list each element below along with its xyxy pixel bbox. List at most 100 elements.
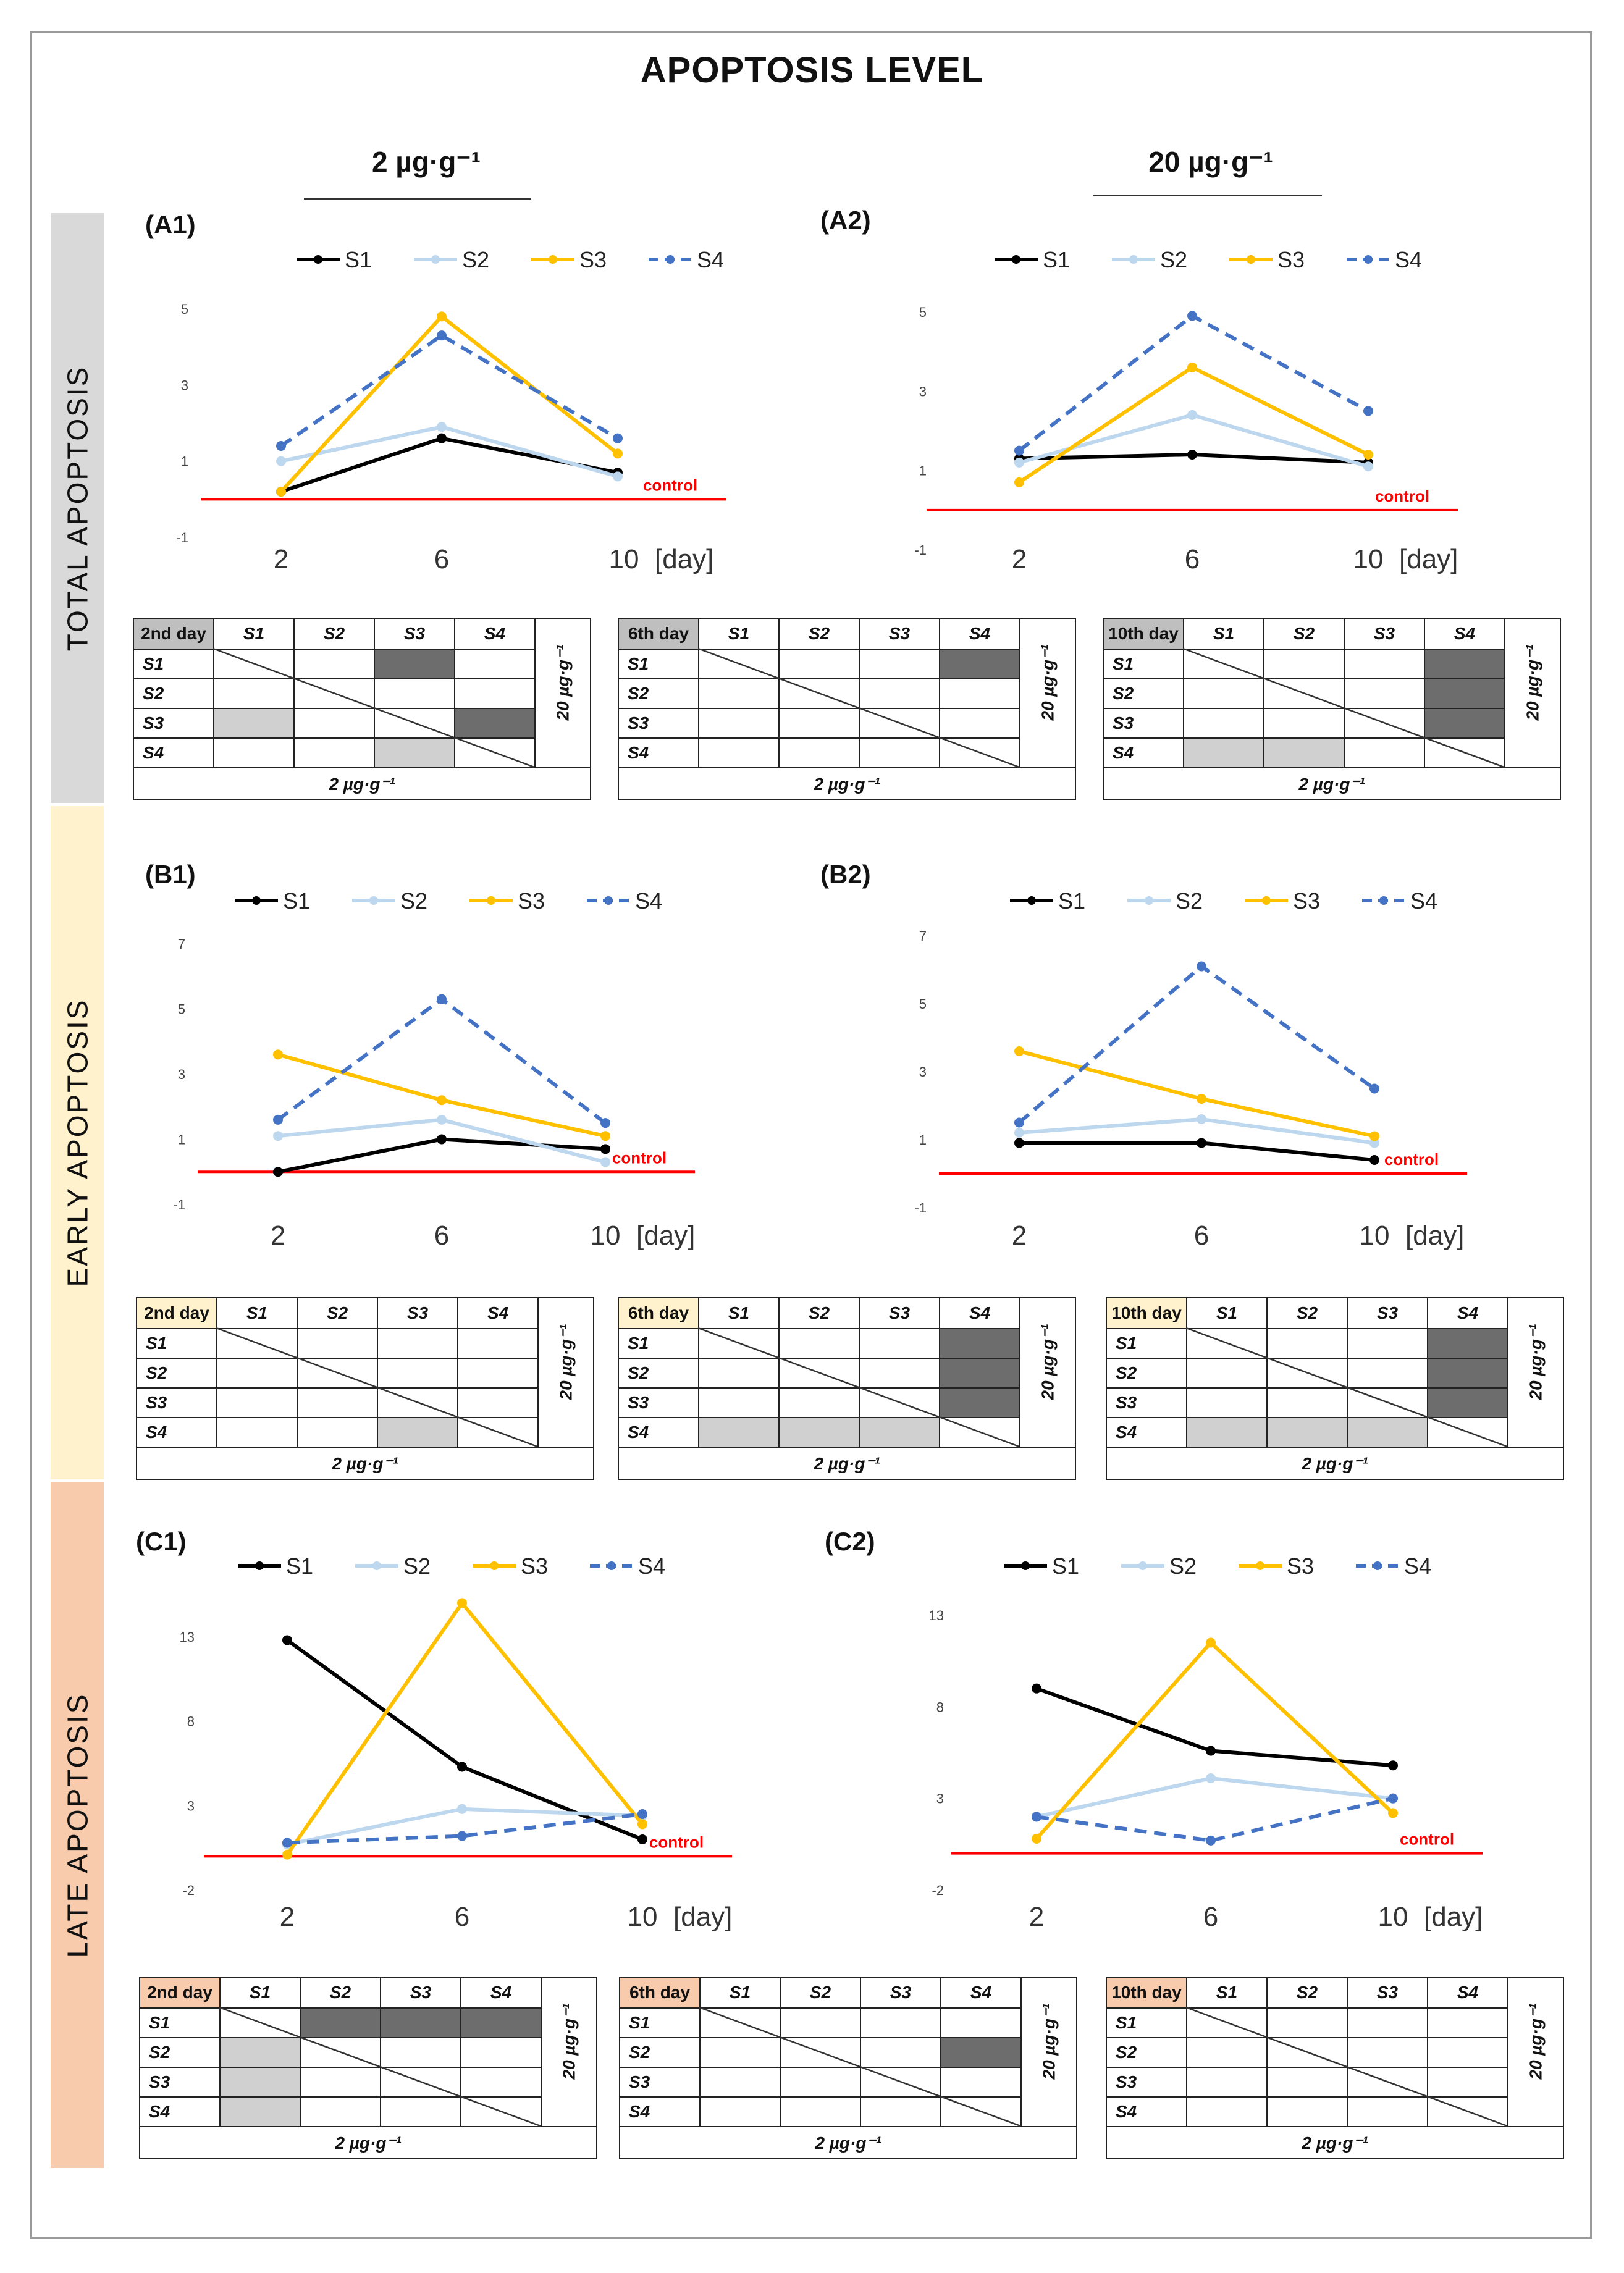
table-cell [1427, 1387, 1508, 1418]
data-point-s4 [282, 1838, 292, 1848]
data-point-s4 [613, 433, 623, 443]
table-row-header: S3 [618, 708, 699, 739]
data-point-s1 [1014, 1138, 1024, 1148]
legend-label-s1: S1 [283, 888, 310, 914]
comparison-table: 10th day S1 S2 S3 S4 20 µg·g⁻¹ S1 S2 S3 S4 2 µg·g⁻… [1106, 1977, 1619, 2159]
table-cell [1266, 2096, 1348, 2127]
table-cell [1263, 737, 1345, 768]
table-cell [460, 2037, 542, 2068]
table-cell [780, 2096, 861, 2127]
y-tick-label: 1 [178, 1132, 185, 1148]
table-cell [860, 2007, 941, 2038]
legend-label-s1: S1 [345, 247, 372, 272]
table-cell [457, 1328, 539, 1359]
legend-label-s1: S1 [1058, 888, 1085, 914]
table-cell [216, 1387, 298, 1418]
table-cell [1347, 1328, 1428, 1359]
table-cell [778, 1387, 860, 1418]
legend-marker-s2 [1145, 896, 1153, 905]
table-cell [1266, 2067, 1348, 2098]
data-point-s3 [1014, 477, 1024, 487]
legend-label-s1: S1 [286, 1553, 313, 1579]
table-col-header: S4 [454, 618, 536, 650]
data-point-s2 [1014, 457, 1024, 468]
table-cell [1427, 1358, 1508, 1389]
table-col-header: S1 [698, 618, 780, 650]
table-cell [699, 2007, 781, 2038]
data-point-s1 [282, 1635, 292, 1645]
comparison-table: 2nd day S1 S2 S3 S4 20 µg·g⁻¹ S1 S2 S3 S4 2 µg·g⁻¹ [139, 1977, 652, 2159]
data-point-s4 [1032, 1812, 1041, 1822]
table-cell [1186, 1387, 1268, 1418]
control-label: control [1384, 1150, 1439, 1169]
table-cell [698, 1417, 780, 1448]
table-row-header: S3 [136, 1387, 217, 1418]
table-cell [1424, 678, 1505, 709]
data-point-s3 [613, 448, 623, 459]
panel-label-a2: (A2) [820, 206, 871, 235]
table-cell [1347, 2067, 1428, 2098]
legend-label-s2: S2 [1176, 888, 1203, 914]
y-tick-label: 5 [919, 305, 927, 320]
data-point-s3 [457, 1598, 467, 1608]
series-line-s1 [1035, 1686, 1394, 1768]
table-cell [1347, 2096, 1428, 2127]
table-cell [939, 1417, 1020, 1448]
table-cell [859, 1417, 940, 1448]
table-cell [1186, 1417, 1268, 1448]
y-tick-label: 3 [936, 1791, 944, 1807]
table-row-header: S3 [1106, 1387, 1187, 1418]
table-cell [1344, 708, 1425, 739]
table-cell [1266, 1387, 1348, 1418]
table-footer-dose-label: 2 µg·g⁻¹ [133, 767, 591, 800]
table-cell [698, 737, 780, 768]
table-col-header: S2 [300, 1977, 381, 2009]
table-cell [939, 1328, 1020, 1359]
table-cell [377, 1417, 458, 1448]
table-row-header: S4 [133, 737, 214, 768]
legend-label-s4: S4 [635, 888, 662, 914]
table-cell [939, 708, 1020, 739]
table-cell [293, 708, 375, 739]
data-point-s4 [1369, 1083, 1379, 1094]
table-row-header: S1 [1103, 649, 1184, 679]
legend-marker-s1 [252, 896, 261, 905]
legend-label-s1: S1 [1043, 247, 1070, 272]
data-point-s3 [1206, 1637, 1216, 1648]
table-cell [216, 1417, 298, 1448]
table-cell [300, 2067, 381, 2098]
table-row-header: S3 [133, 708, 214, 739]
table-side-dose-label: 20 µg·g⁻¹ [1507, 1977, 1564, 2127]
data-point-s4 [1363, 406, 1373, 416]
table-cell [219, 2067, 301, 2098]
table-cell [460, 2007, 542, 2038]
table-cell [778, 1358, 860, 1389]
table-col-header: S2 [1266, 1297, 1348, 1329]
table-col-header: S2 [780, 1977, 861, 2009]
data-point-s3 [1388, 1808, 1398, 1818]
panel-label-c2: (C2) [825, 1527, 875, 1556]
table-col-header: S3 [1344, 618, 1425, 650]
legend-label-s3: S3 [579, 247, 607, 272]
y-tick-label: 3 [187, 1798, 195, 1813]
table-cell [859, 737, 940, 768]
control-label: control [1400, 1830, 1454, 1849]
y-tick-label: 13 [929, 1608, 944, 1623]
table-col-header: S3 [859, 618, 940, 650]
table-row-header: S2 [139, 2037, 221, 2068]
x-tick-label: 2 [280, 1902, 295, 1932]
table-cell [374, 649, 455, 679]
data-point-s1 [600, 1144, 610, 1154]
legend-label-s3: S3 [1277, 247, 1305, 272]
data-point-s3 [282, 1849, 292, 1860]
table-cell [1183, 708, 1264, 739]
data-point-s1 [1206, 1746, 1216, 1756]
y-tick-label: -1 [176, 530, 188, 545]
data-point-s3 [600, 1131, 610, 1141]
data-point-s2 [437, 1114, 447, 1125]
table-cell [380, 2067, 461, 2098]
table-cell [859, 1358, 940, 1389]
table-cell [778, 737, 860, 768]
table-cell [1347, 2007, 1428, 2038]
